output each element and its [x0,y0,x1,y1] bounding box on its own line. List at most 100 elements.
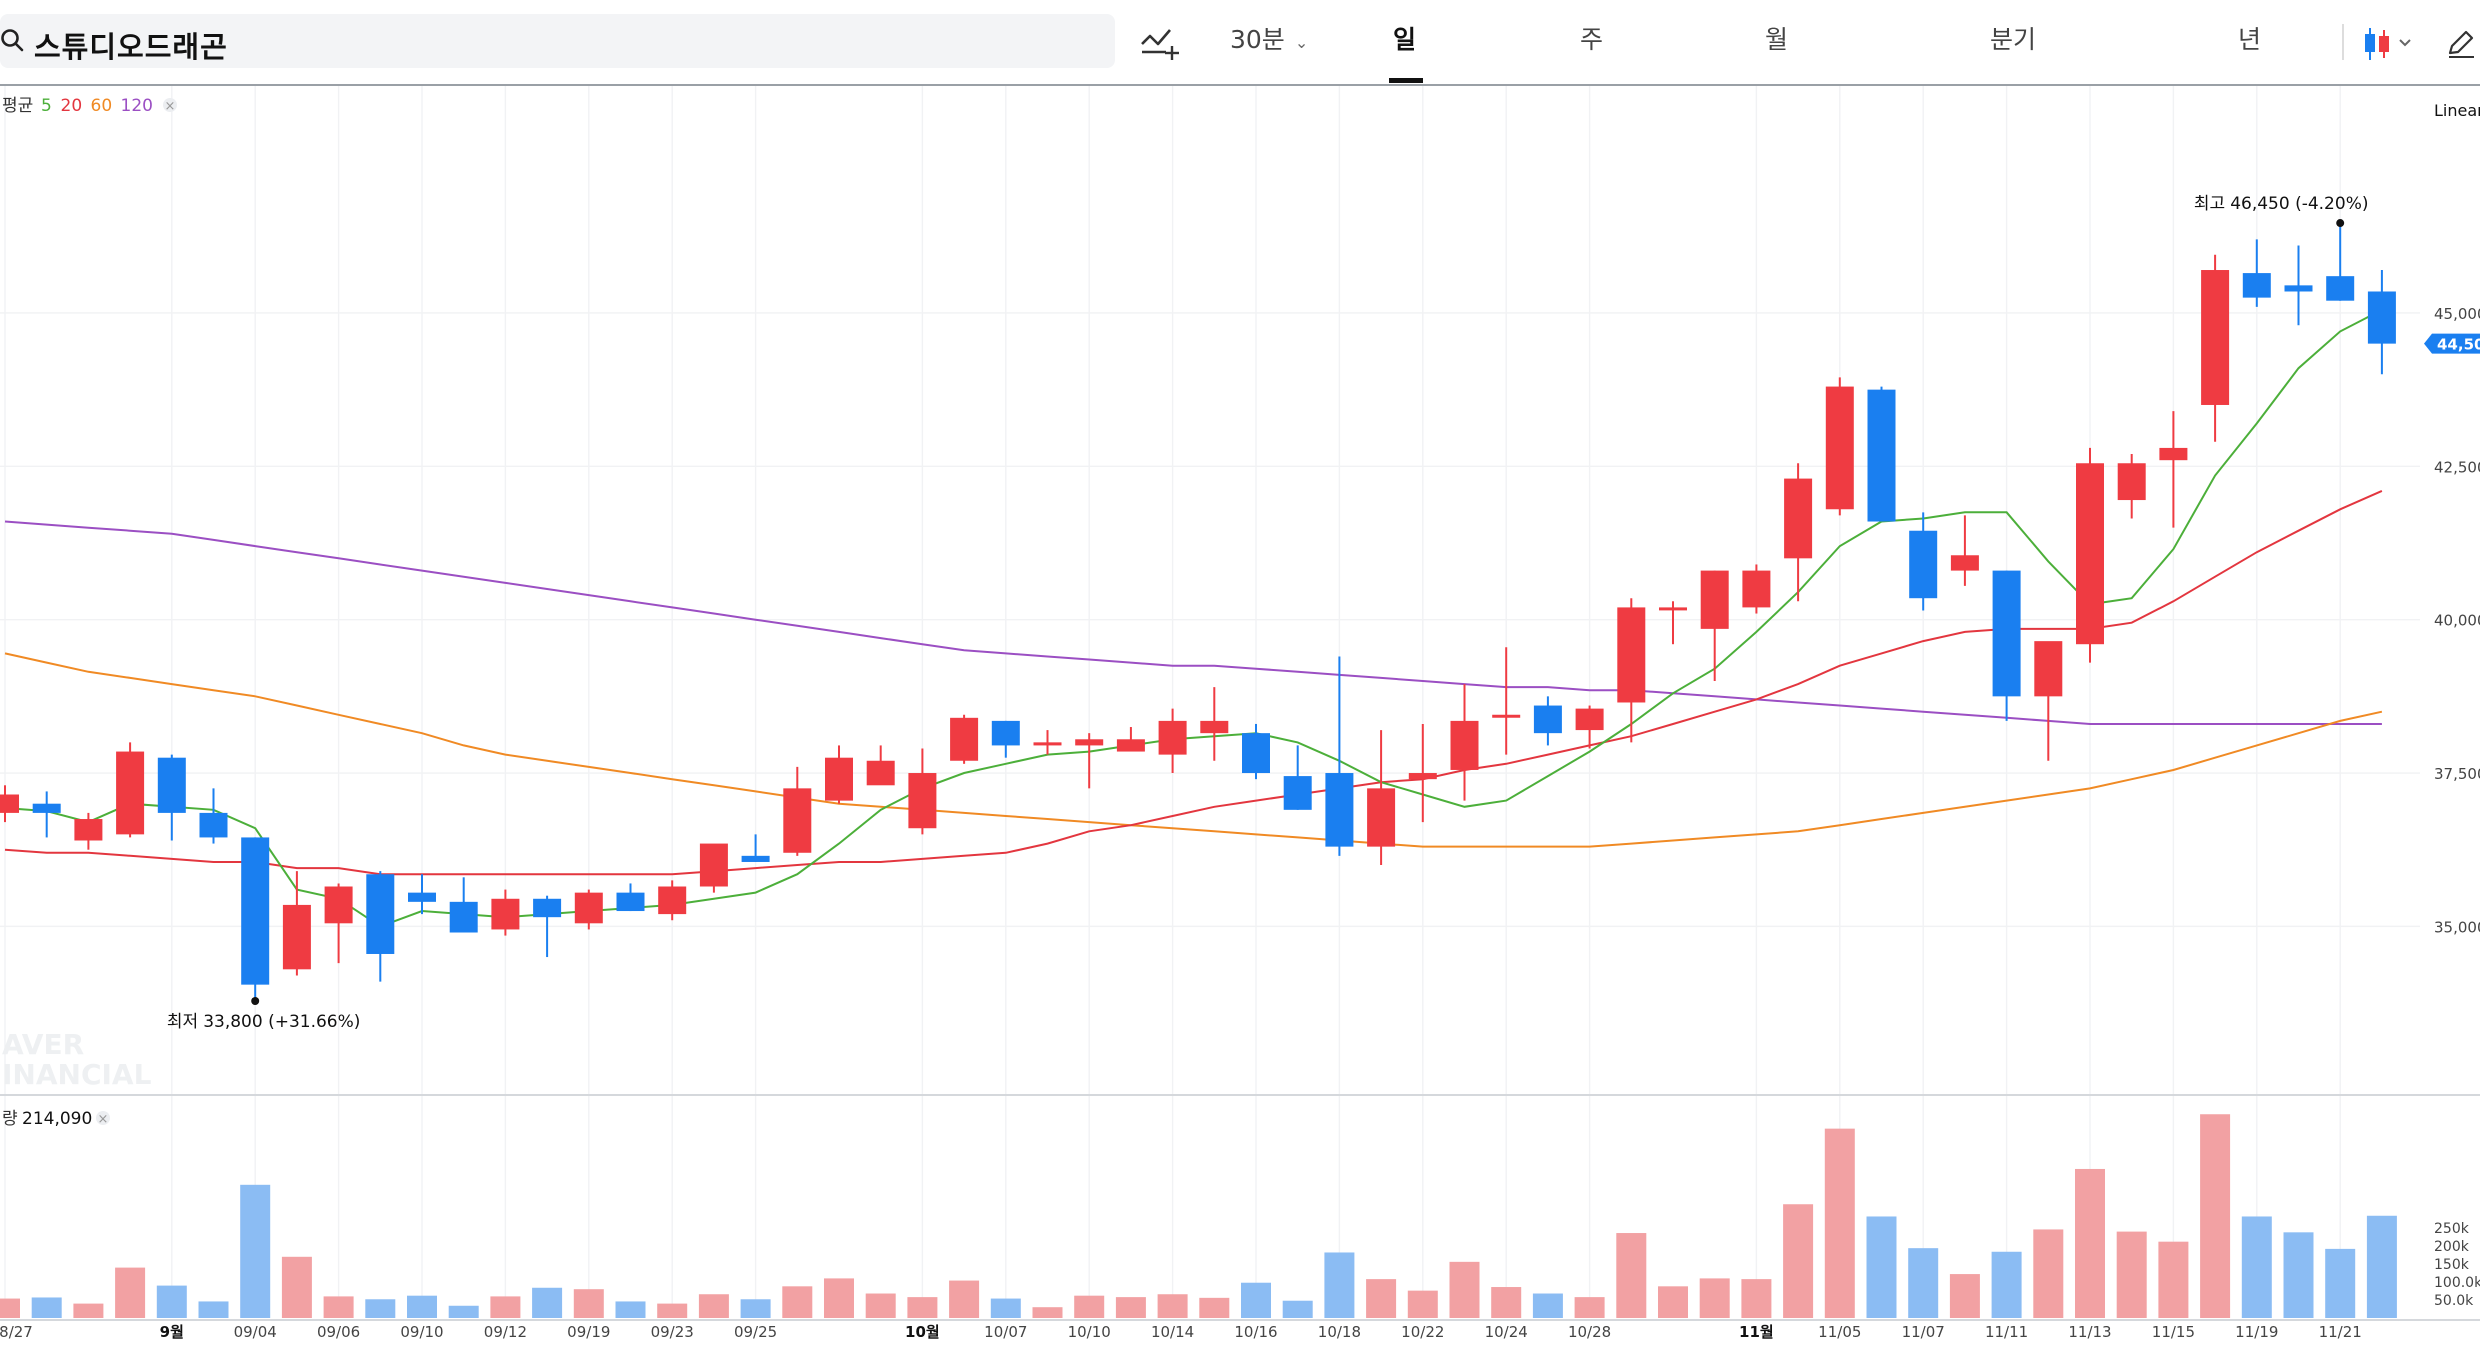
low-annotation-value: 33,800 (+31.66%) [203,1012,360,1032]
tab-day[interactable]: 일 [1393,25,1417,54]
candle-body [2076,463,2104,645]
volume-bar [1241,1282,1271,1318]
stock-name[interactable]: 스튜디오드래곤 [34,30,228,64]
volume-bar [824,1278,854,1318]
x-tick-label: 10/10 [1068,1323,1111,1341]
candle-body [157,757,186,813]
y-tick-label: 35,000 [2434,918,2480,936]
scale-mode-label: Linear [2434,101,2480,120]
ma-legend-label: 평균 [2,96,33,116]
candle-body [0,794,19,813]
low-annotation-prefix: 최저 [167,1012,198,1032]
volume-bar [1032,1307,1063,1318]
tab-quarter[interactable]: 분기 [1990,25,2037,54]
volume-bar [1741,1279,1772,1318]
volume-bar [1949,1274,1980,1318]
volume-bar [448,1305,479,1318]
volume-bar [1115,1297,1146,1318]
tab-year[interactable]: 년 [2238,25,2262,54]
candle-body [1784,478,1813,559]
volume-tick-label: 150k [2434,1257,2470,1273]
candle-body [2201,270,2230,405]
ma-legend-close-glyph: × [165,99,176,114]
volume-bar [2075,1168,2105,1318]
volume-bar [2158,1241,2189,1318]
tab-month[interactable]: 월 [1765,25,1789,54]
chart-grid [0,86,2480,1321]
pen-icon[interactable] [2444,26,2478,60]
volume-bar [573,1289,604,1318]
candle-body [991,720,1020,746]
volume-bar [1407,1290,1438,1318]
high-annotation-prefix: 최고 [2194,194,2225,214]
volume-bar [1783,1204,1814,1318]
volume-bar [1366,1279,1397,1318]
candle-body [1700,570,1729,629]
volume-bar [2033,1229,2064,1318]
candle-body [2034,641,2063,697]
ma-legend-close-icon [163,98,177,112]
volume-bar [1616,1233,1647,1318]
stock-search-box[interactable]: 스튜디오드래곤 [0,14,1115,68]
volume-bar [907,1297,938,1318]
volume-bar [1532,1293,1563,1318]
x-tick-label: 8/27 [0,1323,33,1341]
x-tick-label: 10/18 [1318,1323,1361,1341]
candle-body [699,843,728,887]
volume-legend-close-icon [96,1111,110,1125]
volume-bar [1074,1295,1105,1318]
search-icon[interactable] [0,28,26,54]
volume-bar [782,1286,813,1318]
candle-type-icon[interactable] [2360,24,2420,64]
volume-bar [2200,1114,2231,1318]
volume-bar [1908,1248,1939,1318]
x-tick-label: 09/04 [234,1323,277,1341]
x-tick-label: 11/11 [1985,1323,2028,1341]
candle-body [408,892,436,902]
axes: Linear 35,000 37,500 40,000 42,500 45,000 44,5… [0,101,2480,1341]
interval-dropdown[interactable]: 30분 ⌄ [1230,20,1308,56]
volume-bars [0,1114,2397,1318]
candle-body [2367,291,2396,344]
x-tick-label: 10/24 [1485,1323,1528,1341]
x-tick-label: 11/21 [2319,1323,2362,1341]
volume-bar [323,1296,354,1318]
candle-body [1325,773,1354,847]
volume-bar [156,1285,187,1318]
volume-bar [1991,1251,2022,1318]
current-price-label: 44,500 [2437,336,2480,354]
volume-bar [532,1287,563,1318]
volume-legend-label: 량 [2,1109,18,1129]
interval-label: 30분 [1230,25,1285,54]
candle-body [1992,570,2021,697]
candle-body [1116,739,1145,752]
candle-body [1825,386,1854,510]
watermark-text: INANCIAL [2,1058,152,1091]
candle-body [116,751,145,835]
candle-body [866,760,895,786]
candle-body [282,904,311,970]
x-tick-label: 09/06 [317,1323,360,1341]
candle-body [1659,607,1687,611]
volume-bar [365,1299,396,1318]
volume-bar [615,1301,646,1318]
candle-body [74,819,103,841]
candle-body [1742,570,1771,608]
current-price-tag [2424,333,2480,354]
volume-bar [198,1301,229,1318]
x-tick-label: 09/25 [734,1323,777,1341]
candle-body [1575,708,1604,731]
ma-legend-period: 120 [121,96,153,116]
indicator-icon[interactable] [1138,22,1182,62]
x-tick-label: 11/13 [2068,1323,2111,1341]
x-tick-label: 10월 [905,1323,940,1341]
volume-bar [1157,1294,1188,1318]
low-marker [251,996,260,1005]
high-marker [2336,219,2345,228]
candle-body [2242,273,2271,298]
candle-body [574,892,603,924]
volume-bar [1491,1287,1522,1318]
tab-week[interactable]: 주 [1580,25,1604,54]
volume-tick-label: 200k [2434,1239,2470,1255]
